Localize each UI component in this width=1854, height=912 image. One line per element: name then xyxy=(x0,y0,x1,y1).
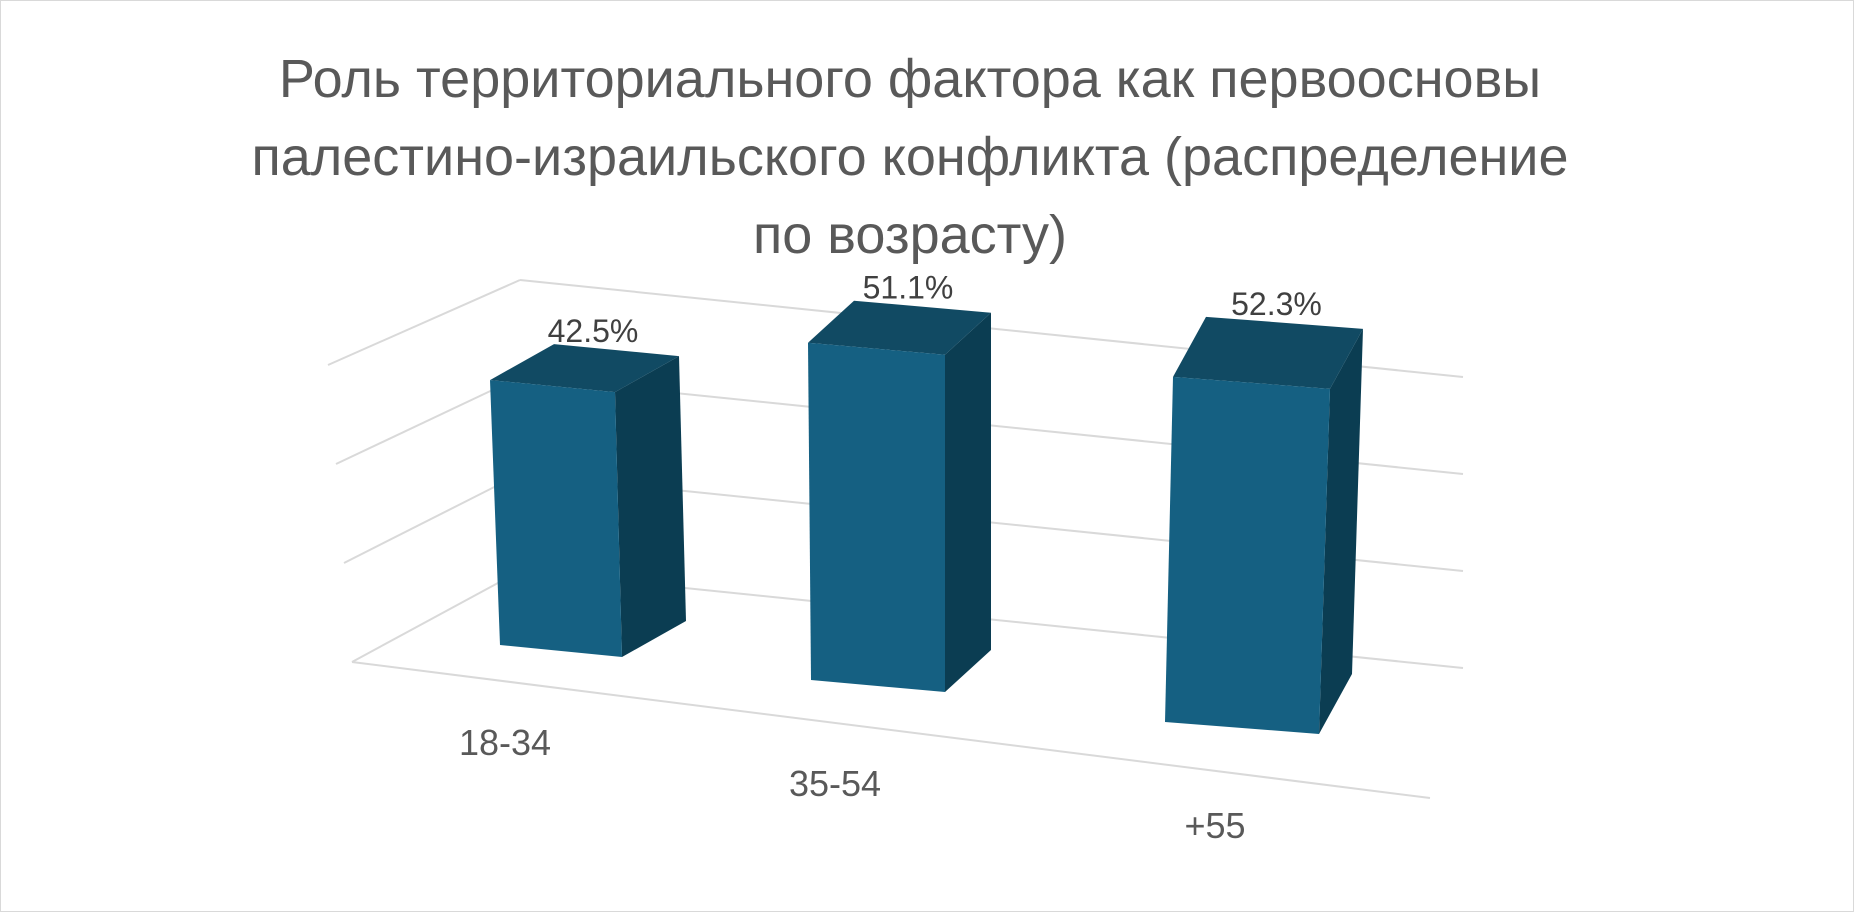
bar-+55 xyxy=(1165,376,1330,734)
gridline-side-0 xyxy=(351,570,521,663)
chart-title-line-2: палестино-израильского конфликта (распре… xyxy=(251,127,1569,187)
bar-top-35-54 xyxy=(808,300,991,355)
chart-title: Роль территориального фактора как первоо… xyxy=(160,40,1660,274)
bars xyxy=(490,300,1363,734)
gridline-side-2 xyxy=(335,376,521,465)
category-label-+55: +55 xyxy=(1184,805,1245,846)
gridline-side-1 xyxy=(343,473,521,564)
data-label-35-54: 51.1% xyxy=(863,270,954,306)
bar-side-18-34 xyxy=(615,356,686,657)
bar-35-54 xyxy=(808,342,945,692)
bar-side-+55 xyxy=(1319,328,1363,734)
chart-title-line-1: Роль территориального фактора как первоо… xyxy=(278,49,1542,109)
category-label-18-34: 18-34 xyxy=(459,722,551,763)
gridline-side-3 xyxy=(327,279,521,366)
labels: 42.5% 51.1% 52.3% 18-34 35-54 +55 xyxy=(459,270,1322,846)
chart-title-line-3: по возрасту) xyxy=(753,205,1067,265)
category-label-35-54: 35-54 xyxy=(789,763,881,804)
bar-18-34 xyxy=(490,380,622,657)
data-label-+55: 52.3% xyxy=(1231,286,1322,322)
data-label-18-34: 42.5% xyxy=(548,313,639,349)
bar-top-18-34 xyxy=(490,344,679,393)
bar-side-35-54 xyxy=(945,312,991,692)
bar-top-+55 xyxy=(1173,316,1363,389)
floor-front-edge xyxy=(351,661,1431,799)
